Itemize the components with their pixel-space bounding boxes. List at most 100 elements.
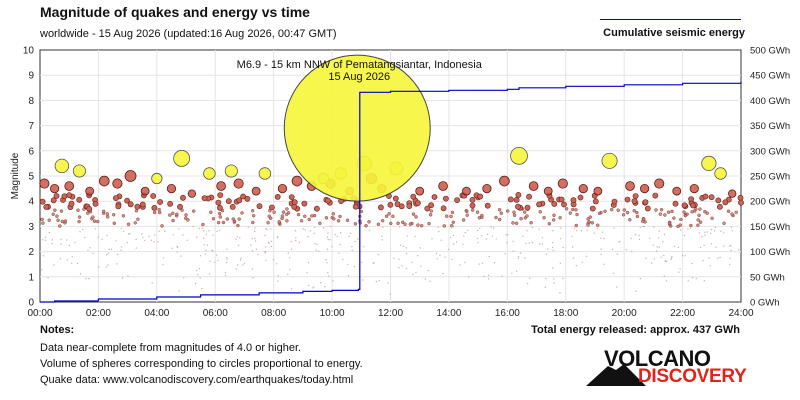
small-quake-dot xyxy=(47,277,49,279)
small-quake-dot xyxy=(392,195,399,202)
small-quake-dot xyxy=(414,200,421,206)
small-quake-dot xyxy=(427,269,429,272)
x-tick-label: 10:00 xyxy=(320,308,345,319)
small-quake-dot xyxy=(656,246,658,248)
small-quake-dot xyxy=(195,269,198,272)
small-quake-dot xyxy=(400,244,402,246)
small-quake-dot xyxy=(683,213,688,218)
small-quake-dot xyxy=(574,223,578,228)
small-quake-dot xyxy=(590,221,594,225)
small-quake-dot xyxy=(274,193,281,200)
small-quake-dot xyxy=(522,235,524,237)
small-quake-dot xyxy=(523,210,527,214)
small-quake-dot xyxy=(121,277,124,279)
small-quake-dot xyxy=(596,223,600,227)
small-quake-dot xyxy=(301,200,308,207)
small-quake-dot xyxy=(600,248,602,250)
small-quake-dot xyxy=(237,244,240,246)
small-quake-dot xyxy=(411,261,413,264)
small-quake-dot xyxy=(638,234,640,237)
small-quake-dot xyxy=(124,197,130,204)
small-quake-dot xyxy=(82,228,84,231)
small-quake-dot xyxy=(377,204,384,211)
small-quake-dot xyxy=(585,255,588,257)
small-quake-dot xyxy=(411,212,416,216)
small-quake-dot xyxy=(512,213,517,218)
small-quake-dot xyxy=(642,199,649,205)
small-quake-dot xyxy=(322,227,325,229)
small-quake-dot xyxy=(351,249,353,252)
small-quake-dot xyxy=(713,230,716,232)
small-quake-dot xyxy=(552,267,554,269)
small-quake-dot xyxy=(314,243,316,245)
small-quake-dot xyxy=(405,253,408,255)
small-quake-dot xyxy=(729,263,731,266)
small-quake-dot xyxy=(524,257,526,259)
small-quake-dot xyxy=(525,242,527,245)
small-quake-dot xyxy=(150,239,153,241)
small-quake-dot xyxy=(688,196,694,202)
small-quake-dot xyxy=(376,222,381,227)
small-quake-dot xyxy=(663,233,666,236)
medium-quake-circle xyxy=(415,186,425,196)
x-axis-ticks: 00:00 02:00 04:00 06:00 08:00 10:00 12:00 14:00… xyxy=(27,308,753,319)
small-quake-dot xyxy=(542,215,546,220)
small-quake-dot xyxy=(698,220,703,224)
small-quake-dot xyxy=(97,236,100,238)
small-quake-dot xyxy=(717,257,719,259)
x-tick-label: 18:00 xyxy=(553,308,578,319)
small-quake-dot xyxy=(247,226,249,228)
small-quake-dot xyxy=(206,244,209,246)
small-quake-dot xyxy=(224,274,227,276)
small-quake-dot xyxy=(687,280,689,282)
small-quake-dot xyxy=(172,234,175,236)
small-quake-dot xyxy=(287,273,289,276)
small-quake-dot xyxy=(497,208,502,212)
small-quake-dot xyxy=(622,208,626,212)
small-quake-dot xyxy=(353,222,358,226)
small-quake-dot xyxy=(281,210,286,214)
small-quake-dot xyxy=(616,253,618,255)
small-quake-dot xyxy=(101,209,106,214)
small-quake-dot xyxy=(324,216,329,220)
small-quake-dot xyxy=(616,208,620,212)
small-quake-dot xyxy=(463,235,465,237)
small-quake-dot xyxy=(251,237,253,240)
small-quake-dot xyxy=(663,275,665,277)
y-tick-label: 4 xyxy=(28,197,34,208)
small-quake-dot xyxy=(467,229,469,232)
small-quake-dot xyxy=(377,253,380,256)
small-quake-dot xyxy=(291,199,298,206)
small-quake-dot xyxy=(684,255,686,257)
medium-quake-circle xyxy=(251,186,261,196)
small-quake-dot xyxy=(452,226,455,228)
x-tick-label: 16:00 xyxy=(495,308,520,319)
small-quake-dot xyxy=(714,226,717,229)
small-quake-dot xyxy=(639,226,641,229)
small-quake-dot xyxy=(302,228,304,230)
small-quake-dot xyxy=(545,253,547,255)
small-quake-dot xyxy=(673,245,675,247)
small-quake-dot xyxy=(405,267,408,270)
small-quake-dot xyxy=(444,256,446,258)
medium-quake-circle xyxy=(124,170,137,182)
small-quake-dot xyxy=(85,278,87,280)
small-quake-dot xyxy=(410,193,417,200)
medium-quake-circle xyxy=(85,186,95,196)
medium-quake-circle xyxy=(625,181,635,191)
small-quake-dot xyxy=(295,240,297,242)
small-quake-dot xyxy=(264,252,266,254)
small-quake-dot xyxy=(201,227,203,229)
y-right-tick-label: 50 GWh xyxy=(750,272,785,283)
small-quake-dot xyxy=(39,198,46,205)
small-quake-dot xyxy=(318,250,320,252)
small-quake-dot xyxy=(141,233,143,235)
small-quake-dot xyxy=(515,203,521,210)
small-quake-dot xyxy=(312,287,314,289)
small-quake-dot xyxy=(217,192,224,198)
small-quake-dot xyxy=(92,200,99,207)
small-quake-dot xyxy=(224,271,227,274)
y-right-tick-label: 450 GWh xyxy=(750,71,790,82)
small-quake-dot xyxy=(519,252,522,254)
small-quake-dot xyxy=(152,210,157,215)
